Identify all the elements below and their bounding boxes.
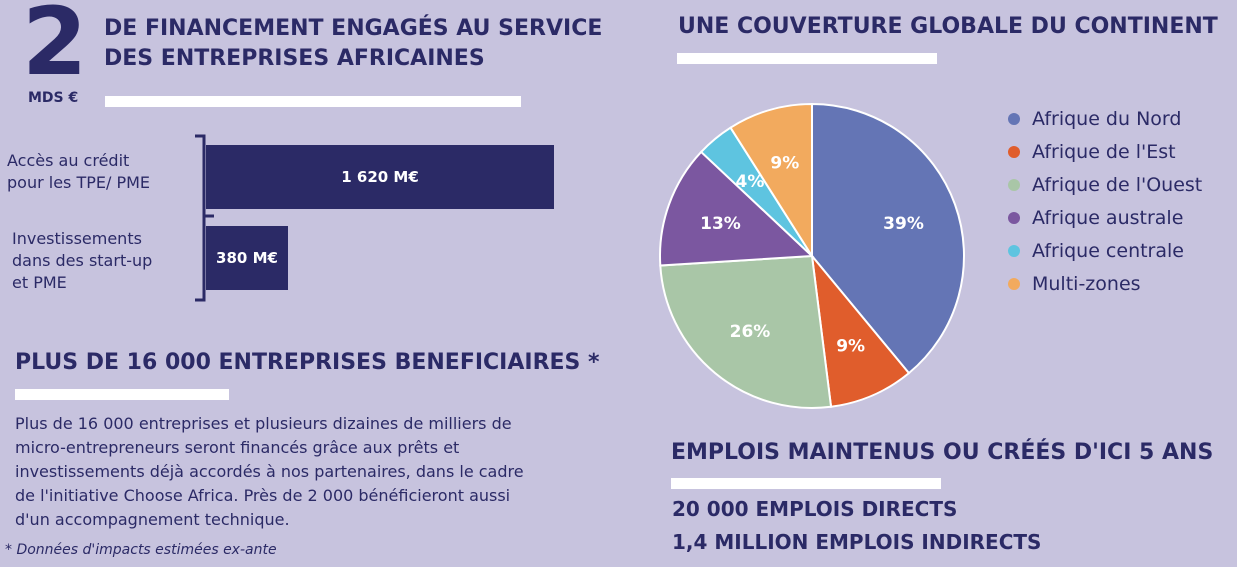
bar-invest-value: 380 M€	[216, 249, 278, 267]
couverture-title: UNE COUVERTURE GLOBALE DU CONTINENT	[678, 14, 1218, 39]
pie-slice-0	[811, 102, 965, 375]
bar-label-credit: Accès au crédit pour les TPE/ PME	[7, 150, 150, 194]
bar-label-invest-line3: et PME	[12, 273, 67, 292]
legend-dot-icon	[1008, 277, 1020, 290]
amount-number: 2	[22, 0, 87, 97]
para-line: micro-entrepreneurs seront financés grâc…	[15, 438, 460, 457]
bar-label-credit-line1: Accès au crédit	[7, 151, 130, 170]
legend-item-5: Multi-zones	[1008, 267, 1202, 300]
financement-title-line1: DE FINANCEMENT ENGAGÉS AU SERVICE	[104, 16, 603, 41]
para-line: de l'initiative Choose Africa. Près de 2…	[15, 486, 511, 505]
pie-label-2: 26%	[730, 322, 771, 342]
pie-label-4: 4%	[736, 172, 765, 192]
pie-slice-3	[659, 150, 815, 267]
legend-item-0: Afrique du Nord	[1008, 102, 1202, 135]
legend-label: Afrique centrale	[1032, 239, 1184, 262]
legend-item-4: Afrique centrale	[1008, 234, 1202, 267]
entreprises-underline	[15, 389, 229, 400]
legend-dot-icon	[1008, 178, 1020, 191]
emplois-indirects: 1,4 MILLION EMPLOIS INDIRECTS	[672, 530, 1042, 554]
legend-dot-icon	[1008, 145, 1020, 158]
pie-label-1: 9%	[836, 336, 865, 356]
pie-slice-1	[810, 252, 911, 408]
bar-label-invest-line2: dans des start-up	[12, 251, 153, 270]
legend-label: Afrique de l'Ouest	[1032, 173, 1203, 196]
amount-unit: MDS €	[28, 90, 79, 106]
legend-item-2: Afrique de l'Ouest	[1008, 168, 1202, 201]
para-line: investissements déjà accordés à nos part…	[15, 462, 524, 481]
emplois-title: EMPLOIS MAINTENUS OU CRÉÉS D'ICI 5 ANS	[671, 440, 1214, 465]
entreprises-paragraph: Plus de 16 000 entreprises et plusieurs …	[15, 412, 615, 532]
legend-dot-icon	[1008, 211, 1020, 224]
pie-chart: 39%9%26%13%4%9%	[659, 102, 965, 409]
legend-item-3: Afrique australe	[1008, 201, 1202, 234]
financement-title: DE FINANCEMENT ENGAGÉS AU SERVICE DES EN…	[104, 14, 624, 74]
bar-invest: 380 M€	[206, 226, 288, 290]
emplois-directs: 20 000 EMPLOIS DIRECTS	[672, 497, 958, 521]
legend-label: Multi-zones	[1032, 272, 1141, 295]
pie-legend: Afrique du Nord Afrique de l'Est Afrique d…	[1008, 102, 1202, 300]
emplois-underline	[671, 478, 941, 489]
bar-label-invest: Investissements dans des start-up et PME	[12, 228, 152, 294]
legend-item-1: Afrique de l'Est	[1008, 135, 1202, 168]
couverture-underline	[677, 53, 937, 64]
title-underline	[105, 96, 521, 107]
financement-title-line2: DES ENTREPRISES AFRICAINES	[104, 46, 485, 71]
pie-slice-2	[659, 254, 833, 409]
pie-slice-5	[729, 102, 813, 260]
pie-label-5: 9%	[770, 154, 799, 174]
para-line: Plus de 16 000 entreprises et plusieurs …	[15, 414, 512, 433]
bar-label-credit-line2: pour les TPE/ PME	[7, 173, 151, 192]
entreprises-title: PLUS DE 16 000 ENTREPRISES BENEFICIAIRES…	[15, 350, 600, 375]
bar-label-invest-line1: Investissements	[12, 229, 142, 248]
bar-credit: 1 620 M€	[206, 145, 554, 209]
legend-dot-icon	[1008, 112, 1020, 125]
pie-label-0: 39%	[883, 214, 924, 234]
legend-label: Afrique de l'Est	[1032, 140, 1176, 163]
legend-label: Afrique du Nord	[1032, 107, 1182, 130]
footnote: * Données d'impacts estimées ex-ante	[5, 542, 277, 558]
para-line: d'un accompagnement technique.	[15, 510, 290, 529]
legend-label: Afrique australe	[1032, 206, 1184, 229]
bar-credit-value: 1 620 M€	[341, 168, 419, 186]
pie-label-3: 13%	[700, 214, 741, 234]
bar-bracket	[195, 134, 214, 302]
legend-dot-icon	[1008, 244, 1020, 257]
